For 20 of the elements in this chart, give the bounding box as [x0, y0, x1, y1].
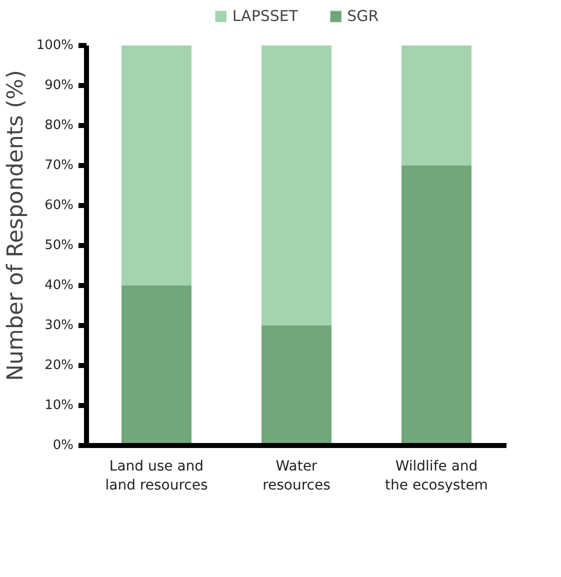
y-tick-label: 60%	[44, 198, 74, 213]
y-tick-label: 20%	[44, 358, 74, 373]
legend-label: LAPSSET	[232, 7, 298, 25]
x-tick-label: Land use and land resources	[105, 458, 208, 494]
bar	[122, 46, 192, 286]
y-tick-label: 50%	[44, 238, 74, 253]
y-tick-label: 0%	[52, 438, 74, 453]
y-tick-label: 70%	[44, 158, 74, 173]
y-axis-title: Number of Respondents (%)	[3, 70, 28, 381]
y-tick-label: 30%	[44, 318, 74, 333]
y-tick-label: 100%	[36, 38, 74, 53]
y-tick-label: 40%	[44, 278, 74, 293]
x-tick-label: Wildlife and the ecosystem	[385, 458, 488, 494]
bar	[402, 46, 472, 166]
legend-label: SGR	[347, 7, 379, 25]
y-tick-label: 90%	[44, 78, 74, 93]
bar	[262, 46, 332, 326]
y-tick-label: 80%	[44, 118, 74, 133]
y-tick-label: 10%	[44, 398, 74, 413]
x-tick-label: Water resources	[262, 458, 330, 494]
